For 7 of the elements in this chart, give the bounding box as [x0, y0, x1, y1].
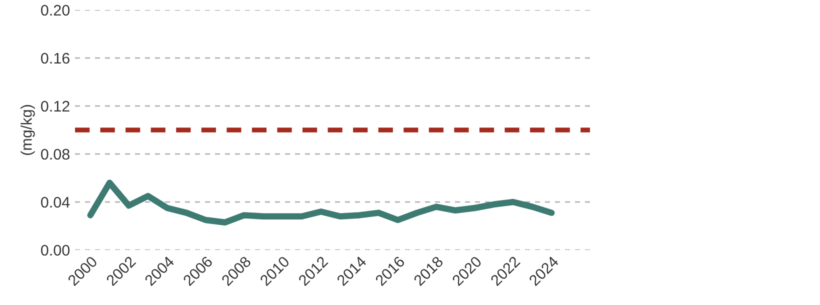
- y-tick-label: 0.04: [41, 196, 70, 208]
- y-tick-label: 0.12: [41, 100, 70, 112]
- y-axis-title: (mg/kg): [20, 105, 35, 155]
- y-tick-label: 0.16: [41, 52, 70, 64]
- y-tick-label: 0.20: [41, 4, 70, 16]
- y-tick-label: 0.08: [41, 148, 70, 160]
- y-tick-label: 0.00: [41, 244, 70, 256]
